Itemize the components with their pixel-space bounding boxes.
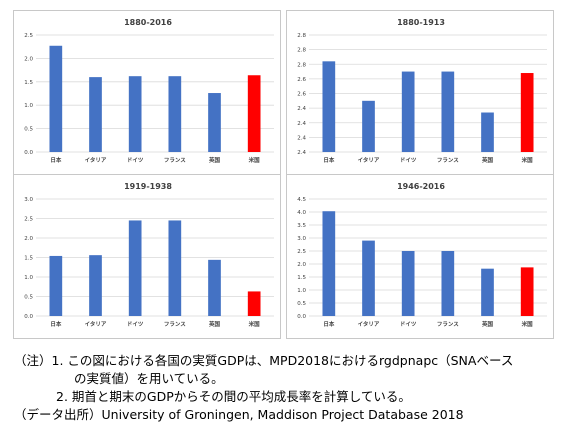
bar-chart-1880-1913: 1880-1913 2.4 2.4 2.4 2.4 2.6 2.6 2.8 2.8 2.8 日本 イタ…: [297, 18, 547, 164]
x-tick-label: 英国: [209, 320, 221, 328]
y-tick-label: 2.8: [297, 48, 306, 54]
x-tick-label: 米国: [249, 156, 261, 164]
bar-3: [128, 76, 142, 152]
y-tick-label: 1.5: [24, 256, 33, 262]
y-tick-label: 2.4: [297, 121, 306, 127]
x-tick-label: イタリア: [85, 156, 107, 164]
y-tick-label: 3.5: [297, 223, 306, 229]
note-2: 2. 期首と期末のGDPからその間の平均成長率を計算している。: [56, 389, 411, 404]
chart-panel-1880-2016: 1880-2016 0.0 0.5 1.0 1.5 2.0 2.5 日本 イタリア ドイツ フランス…: [13, 10, 281, 175]
bar-chart-1880-2016: 1880-2016 0.0 0.5 1.0 1.5 2.0 2.5 日本 イタリア ドイツ フランス…: [24, 18, 274, 164]
bar-1: [49, 45, 63, 152]
y-tick-label: 2.6: [297, 92, 306, 98]
bar-6: [520, 73, 534, 152]
y-tick-label: 4.5: [297, 197, 306, 203]
y-tick-label: 1.5: [297, 275, 306, 281]
x-tick-label: 米国: [522, 156, 534, 164]
x-tick-label: イタリア: [358, 320, 380, 328]
y-tick-label: 1.0: [24, 275, 33, 281]
y-tick-label: 0.5: [24, 295, 33, 301]
chart-panel-1946-2016: 1946-2016 0.0 0.5 1.0 1.5 2.0 2.5 3.0 3.5 4.0 4.5 日…: [286, 174, 554, 339]
x-tick-label: 英国: [482, 320, 494, 328]
note-1-continued: の実質値）を用いている。: [74, 371, 224, 386]
bar-5: [208, 259, 221, 316]
y-tick-label: 2.0: [297, 262, 306, 268]
x-tick-label: ドイツ: [127, 321, 144, 328]
x-tick-label: 日本: [50, 320, 62, 328]
bar-2: [362, 240, 375, 316]
chart-title: 1919-1938: [124, 182, 172, 191]
x-tick-label: ドイツ: [400, 321, 417, 328]
y-tick-label: 2.0: [24, 236, 33, 242]
y-tick-label: 0.0: [297, 314, 306, 320]
bar-5: [481, 268, 494, 316]
chart-title: 1880-2016: [124, 18, 172, 27]
bar-5: [208, 93, 221, 152]
x-tick-label: フランス: [437, 157, 459, 164]
bar-4: [441, 251, 455, 316]
y-tick-label: 2.4: [297, 135, 306, 141]
y-tick-label: 1.0: [24, 103, 33, 109]
x-tick-label: 日本: [50, 156, 62, 164]
y-tick-label: 0.5: [297, 301, 306, 307]
y-tick-label: 2.4: [297, 150, 306, 156]
y-tick-label: 3.0: [24, 197, 33, 203]
y-tick-label: 2.8: [297, 33, 306, 39]
x-tick-label: フランス: [164, 157, 186, 164]
y-tick-label: 3.0: [297, 236, 306, 242]
y-tick-label: 0.0: [24, 150, 33, 156]
x-tick-label: ドイツ: [400, 157, 417, 164]
x-tick-label: 米国: [522, 320, 534, 328]
chart-panel-1880-1913: 1880-1913 2.4 2.4 2.4 2.4 2.6 2.6 2.8 2.8 2.8 日本 イタ…: [286, 10, 554, 175]
note-1: （注）1. この図における各国の実質GDPは、MPD2018におけるrgdpna…: [14, 353, 514, 368]
y-tick-label: 1.5: [24, 80, 33, 86]
chart-panel-1919-1938: 1919-1938 0.0 0.5 1.0 1.5 2.0 2.5 3.0 日本 イタリア ドイツ フ…: [13, 174, 281, 339]
x-tick-label: 英国: [209, 156, 221, 164]
bar-4: [441, 71, 455, 152]
x-tick-label: フランス: [164, 321, 186, 328]
y-tick-label: 0.5: [24, 127, 33, 133]
bar-4: [168, 220, 182, 316]
y-tick-label: 1.0: [297, 288, 306, 294]
bar-4: [168, 76, 182, 152]
bar-2: [89, 255, 102, 316]
bar-3: [128, 220, 142, 316]
y-tick-label: 2.4: [297, 106, 306, 112]
bar-3: [401, 71, 415, 152]
y-tick-label: 2.5: [297, 249, 306, 255]
x-tick-label: 英国: [482, 156, 494, 164]
bar-6: [520, 267, 534, 316]
bar-chart-1919-1938: 1919-1938 0.0 0.5 1.0 1.5 2.0 2.5 3.0 日本 イタリア ドイツ フ…: [24, 182, 274, 328]
bar-chart-1946-2016: 1946-2016 0.0 0.5 1.0 1.5 2.0 2.5 3.0 3.5 4.0 4.5 日…: [297, 182, 547, 328]
y-tick-label: 2.6: [297, 77, 306, 83]
chart-title: 1880-1913: [397, 18, 445, 27]
chart-title: 1946-2016: [397, 182, 445, 191]
data-source-note: （データ出所）University of Groningen, Maddison…: [14, 407, 464, 422]
x-tick-label: フランス: [437, 321, 459, 328]
x-tick-label: 米国: [249, 320, 261, 328]
bar-5: [481, 112, 494, 152]
y-tick-label: 2.0: [24, 56, 33, 62]
bar-2: [362, 100, 375, 152]
y-tick-label: 2.8: [297, 62, 306, 68]
bar-2: [89, 77, 102, 152]
bar-6: [247, 291, 261, 316]
x-tick-label: ドイツ: [127, 157, 144, 164]
y-tick-label: 2.5: [24, 217, 33, 223]
x-tick-label: イタリア: [85, 320, 107, 328]
bar-3: [401, 251, 415, 316]
x-tick-label: 日本: [323, 320, 335, 328]
bar-1: [322, 61, 336, 153]
bar-1: [49, 255, 63, 316]
y-tick-label: 0.0: [24, 314, 33, 320]
bar-6: [247, 75, 261, 152]
x-tick-label: 日本: [323, 156, 335, 164]
bar-1: [322, 211, 336, 316]
y-tick-label: 4.0: [297, 210, 306, 216]
footnotes: （注）1. この図における各国の実質GDPは、MPD2018におけるrgdpna…: [14, 352, 559, 424]
y-tick-label: 2.5: [24, 33, 33, 39]
x-tick-label: イタリア: [358, 156, 380, 164]
